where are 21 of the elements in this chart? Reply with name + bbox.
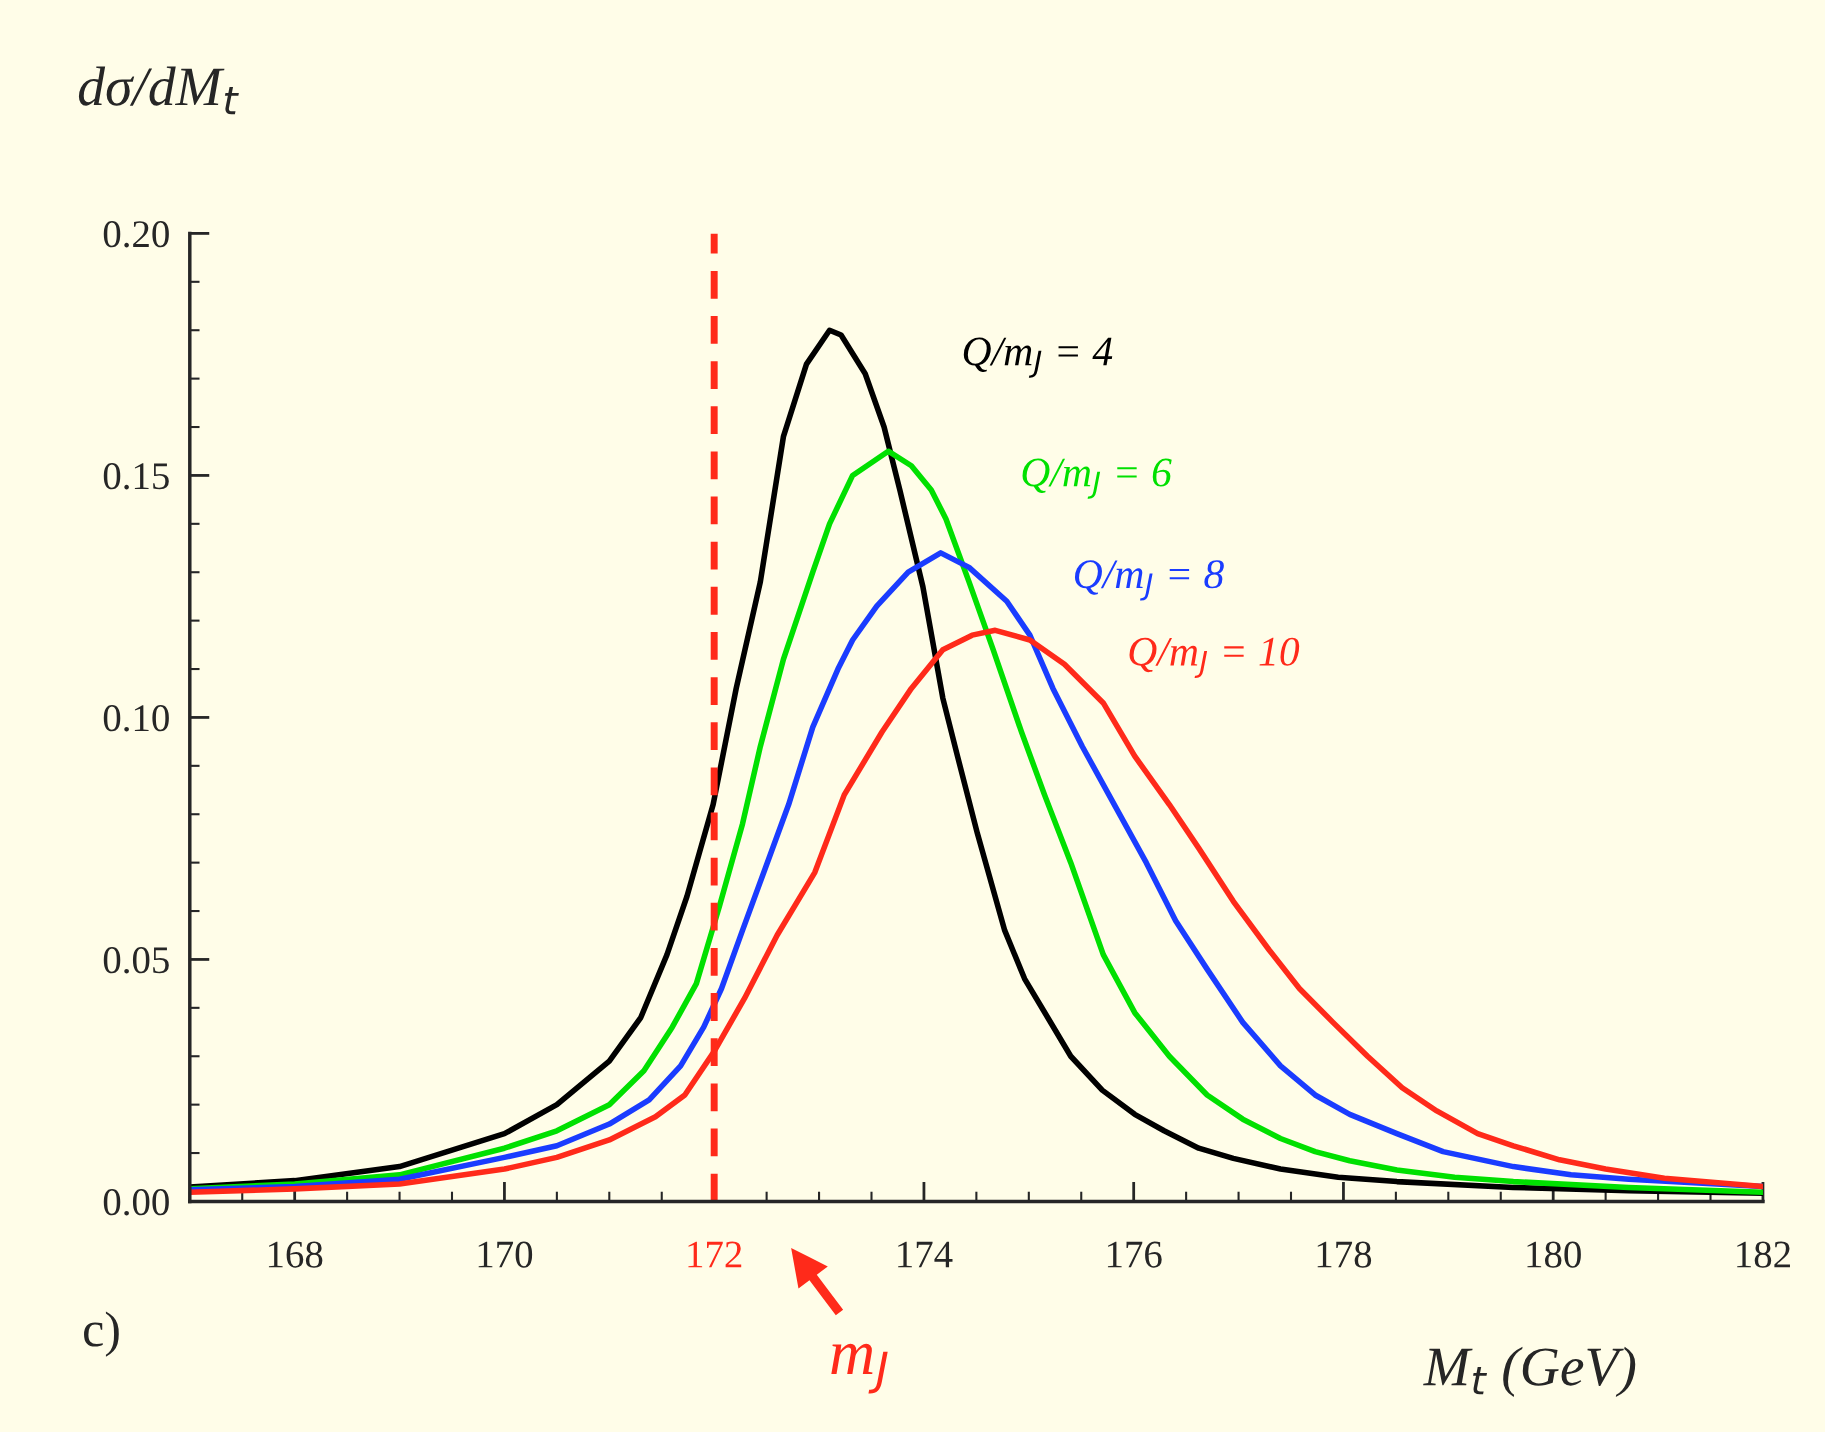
x-tick-label: 176 (1107, 1241, 1162, 1268)
x-tick-label: 170 (478, 1241, 533, 1268)
y-tick-label: 0.05 (103, 947, 169, 974)
series-label: Q/m$_{J}$ = 6 (1022, 458, 1172, 499)
x-tick-label: 178 (1317, 1241, 1372, 1268)
x-tick-label: 174 (898, 1241, 953, 1268)
x-tick-label: 168 (268, 1241, 323, 1268)
y-tick-label: 0.00 (103, 1189, 169, 1216)
x-tick-label: 182 (1737, 1241, 1790, 1268)
y-tick-label: 0.15 (103, 463, 169, 490)
x-axis-title: M$_{t}$ (GeV) (1423, 1346, 1636, 1398)
x-tick-label: 172 (688, 1241, 742, 1268)
y-axis-title: dσ/dM$_{t}$ (78, 66, 239, 115)
series-label: Q/m$_{J}$ = 10 (1129, 637, 1300, 679)
y-tick-label: 0.10 (103, 705, 169, 732)
series-label: Q/m$_{J}$ = 8 (1074, 560, 1224, 601)
annotation: m$_{J}$ (831, 1343, 888, 1394)
x-tick-label: 180 (1527, 1241, 1581, 1268)
text: c) (84, 1311, 119, 1357)
text: Q/m$_{J}$ = 4 (963, 337, 1113, 378)
y-tick-label: 0.20 (103, 221, 169, 248)
